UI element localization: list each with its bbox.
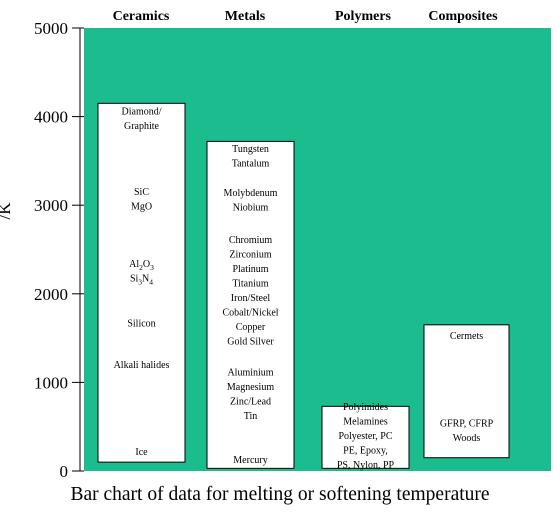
material-labels: Diamond/Graphite SiC MgO Al2O3 Si3N4 Silicon A… bbox=[114, 107, 494, 471]
melting-temperature-chart: 0 1000 2000 3000 4000 5000 Ceramics Metals Poly… bbox=[0, 9, 551, 480]
material-label: Aluminium Magnesium Zinc/Lead Tin bbox=[227, 368, 274, 423]
y-tick-label: 1000 bbox=[34, 373, 68, 392]
material-label: Diamond/Graphite bbox=[122, 107, 162, 132]
material-label: Cermets bbox=[450, 331, 483, 342]
material-label: Tungsten Tantalum bbox=[232, 144, 270, 170]
material-label: Al2O3 Si3N4 bbox=[129, 259, 154, 287]
y-tick-label: 5000 bbox=[34, 19, 68, 38]
y-axis: 0 1000 2000 3000 4000 5000 bbox=[34, 19, 84, 480]
material-label: Silicon bbox=[127, 319, 155, 330]
category-label: Metals bbox=[225, 9, 266, 24]
chart-caption: Bar chart of data for melting or softeni… bbox=[70, 484, 490, 505]
y-axis-label: /K bbox=[0, 202, 14, 220]
range-bar-ceramics bbox=[97, 102, 186, 463]
y-tick-label: 3000 bbox=[34, 196, 68, 215]
range-bar-metals bbox=[206, 140, 295, 469]
material-label: Mercury bbox=[233, 455, 267, 466]
material-label: GFRP, CFRP Woods bbox=[440, 418, 494, 444]
range-bar-composites bbox=[423, 324, 510, 459]
y-tick-label: 0 bbox=[60, 462, 69, 480]
y-tick-label: 2000 bbox=[34, 285, 68, 304]
category-labels: Ceramics Metals Polymers Composites bbox=[113, 9, 499, 24]
material-label: SiC MgO bbox=[131, 187, 152, 213]
range-bar-polymers bbox=[321, 405, 410, 469]
bars bbox=[97, 102, 510, 469]
material-label: Alkali halides bbox=[114, 360, 170, 371]
material-label: Chromium Zirconium Platinum Titanium Iron/St… bbox=[222, 235, 278, 348]
category-label: Ceramics bbox=[113, 9, 170, 24]
category-label: Polymers bbox=[335, 9, 392, 24]
category-label: Composites bbox=[428, 9, 498, 24]
material-label: Molybdenum Niobium bbox=[224, 188, 278, 214]
material-label: Polyimides Melamines Polyester, PC PE, Epox… bbox=[337, 402, 395, 471]
y-tick-label: 4000 bbox=[34, 108, 68, 127]
material-label: Ice bbox=[135, 447, 148, 458]
